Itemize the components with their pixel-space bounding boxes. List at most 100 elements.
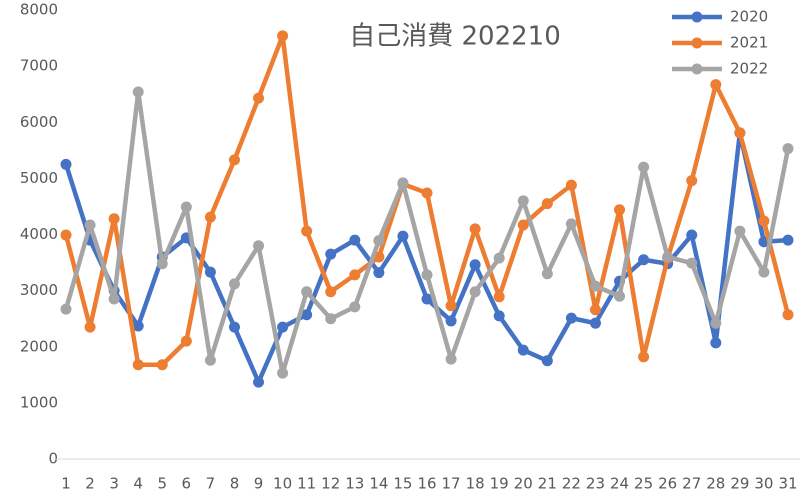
point [782, 309, 794, 321]
point [60, 303, 72, 315]
point [180, 201, 192, 213]
point [253, 92, 265, 104]
point [421, 293, 433, 305]
point [758, 215, 770, 227]
x-tick-label: 7 [206, 475, 216, 493]
point [277, 30, 289, 42]
x-tick-label: 24 [610, 475, 629, 493]
chart-title: 自己消費 202210 [349, 22, 561, 52]
legend-label: 2020 [730, 8, 768, 26]
point [469, 259, 481, 271]
point [325, 248, 337, 260]
legend-label: 2021 [730, 34, 768, 52]
x-tick-label: 23 [586, 475, 605, 493]
x-tick-label: 2 [85, 475, 95, 493]
point [686, 257, 698, 269]
x-tick-label: 4 [133, 475, 143, 493]
point [782, 234, 794, 246]
x-tick-label: 5 [157, 475, 167, 493]
point [204, 354, 216, 366]
point [60, 158, 72, 170]
point [710, 317, 722, 329]
point [301, 286, 313, 298]
point [686, 229, 698, 241]
y-tick-label: 2000 [20, 337, 58, 355]
x-tick-label: 3 [109, 475, 119, 493]
x-tick-label: 29 [730, 475, 749, 493]
point [565, 218, 577, 230]
point [589, 317, 601, 329]
point [734, 127, 746, 139]
point [204, 266, 216, 278]
point [277, 367, 289, 379]
point [589, 304, 601, 316]
point [228, 278, 240, 290]
point [349, 234, 361, 246]
x-tick-label: 26 [658, 475, 677, 493]
point [541, 355, 553, 367]
point [589, 280, 601, 292]
point [373, 267, 385, 279]
x-tick-label: 15 [393, 475, 412, 493]
point [710, 79, 722, 91]
point [710, 337, 722, 349]
point [108, 293, 120, 305]
point [421, 269, 433, 281]
point [108, 213, 120, 225]
point [277, 321, 289, 333]
point [373, 235, 385, 247]
point [445, 300, 457, 312]
y-tick-label: 4000 [20, 225, 58, 243]
point [132, 359, 144, 371]
y-tick-label: 7000 [20, 57, 58, 75]
point [156, 258, 168, 270]
point [397, 230, 409, 242]
y-tick-label: 1000 [20, 393, 58, 411]
y-tick-label: 5000 [20, 169, 58, 187]
point [325, 313, 337, 325]
point [638, 351, 650, 363]
point [397, 177, 409, 189]
point [758, 266, 770, 278]
point [782, 143, 794, 155]
x-tick-label: 25 [634, 475, 653, 493]
point [469, 223, 481, 235]
point [493, 310, 505, 322]
series-line [63, 33, 791, 367]
point [469, 286, 481, 298]
point [84, 321, 96, 333]
point [445, 353, 457, 365]
point [228, 154, 240, 166]
point [565, 312, 577, 324]
point [156, 359, 168, 371]
point [541, 268, 553, 280]
x-tick-label: 10 [273, 475, 292, 493]
point [662, 251, 674, 263]
x-tick-label: 19 [490, 475, 509, 493]
x-tick-label: 18 [466, 475, 485, 493]
x-tick-label: 27 [682, 475, 701, 493]
point [60, 229, 72, 241]
point [734, 225, 746, 237]
point [301, 225, 313, 237]
point [301, 309, 313, 321]
x-tick-label: 11 [297, 475, 316, 493]
legend-label: 2022 [730, 60, 768, 78]
series-line [63, 130, 789, 385]
point [349, 301, 361, 313]
point [253, 376, 265, 388]
point [228, 321, 240, 333]
x-tick-label: 9 [254, 475, 264, 493]
point [180, 335, 192, 347]
point [614, 290, 626, 302]
point [517, 219, 529, 231]
point [349, 269, 361, 281]
x-tick-label: 31 [778, 475, 797, 493]
legend-marker [691, 37, 703, 49]
point [493, 291, 505, 303]
x-tick-label: 28 [706, 475, 725, 493]
point [253, 240, 265, 252]
y-tick-label: 6000 [20, 113, 58, 131]
point [638, 254, 650, 266]
